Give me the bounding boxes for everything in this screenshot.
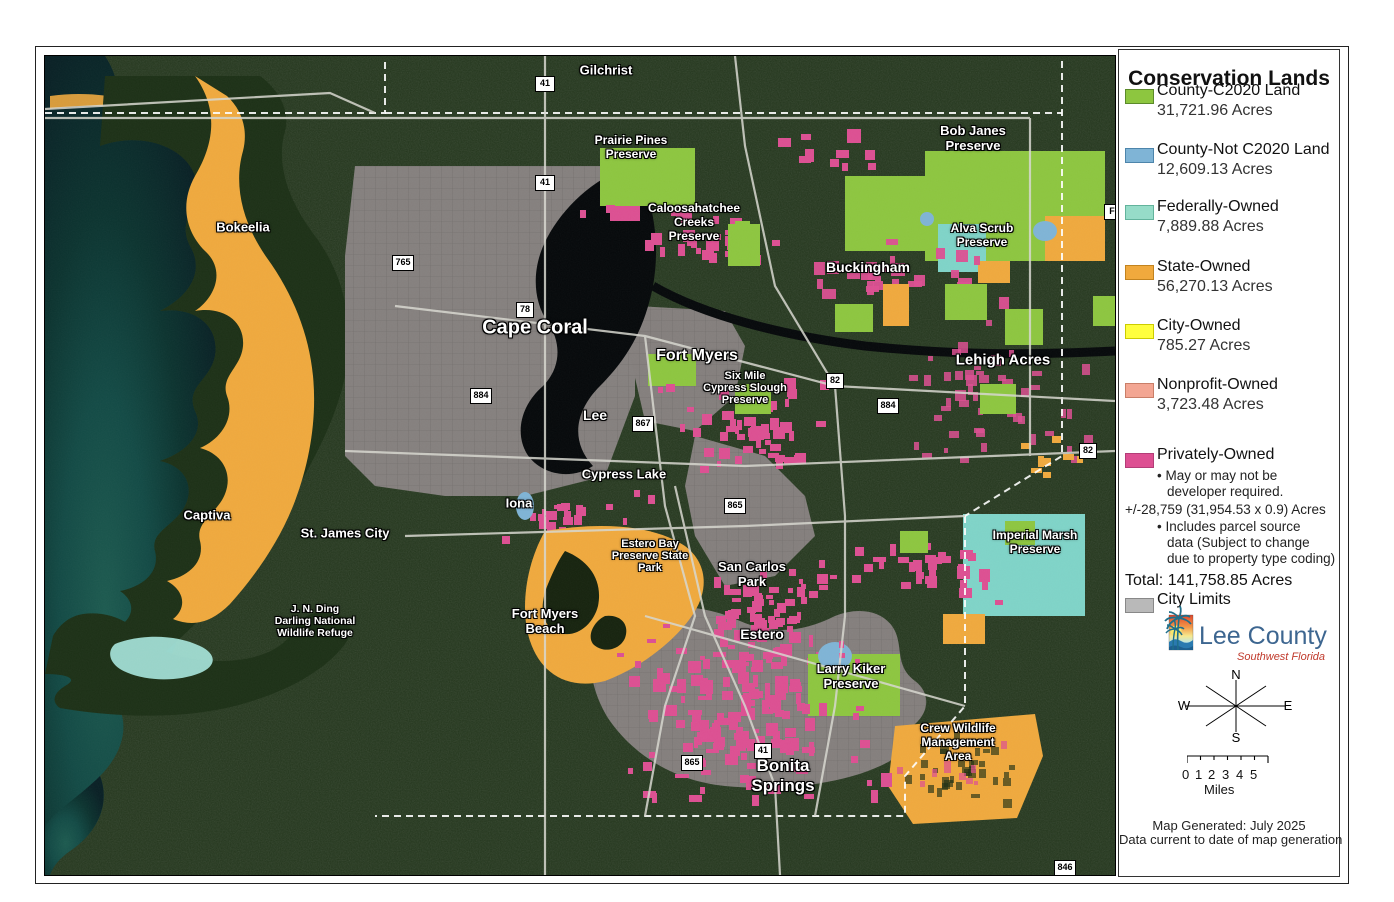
svg-text:S: S <box>1232 730 1241 744</box>
svg-text:N: N <box>1231 668 1240 682</box>
svg-text:W: W <box>1178 698 1191 713</box>
svg-text:E: E <box>1284 698 1293 713</box>
